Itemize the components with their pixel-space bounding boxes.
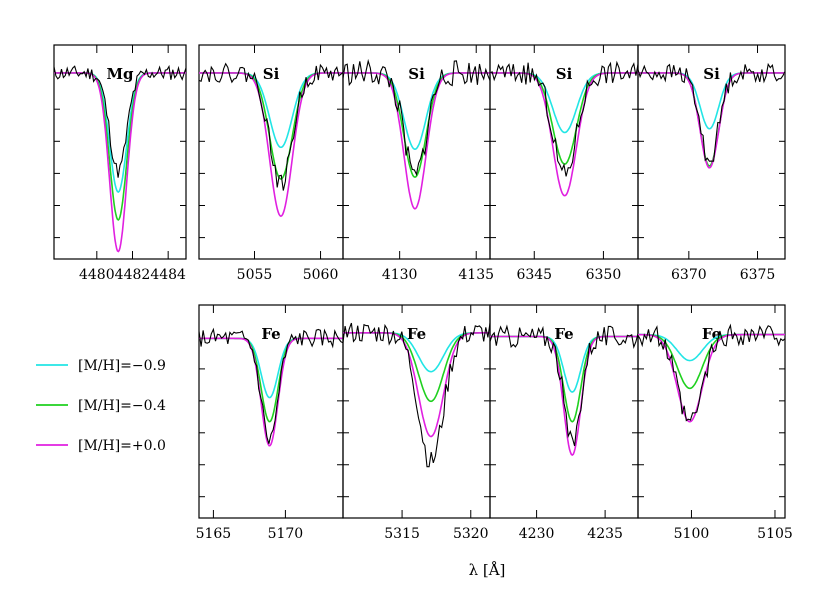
- panel-2: 5055 5060 Si: [198, 44, 344, 283]
- model-curve-3: [490, 335, 638, 456]
- panel-7: 5315 5320 Fe: [342, 304, 491, 542]
- element-label: Fe: [702, 325, 721, 343]
- model-curve-1: [199, 72, 343, 149]
- model-curve-1: [54, 72, 186, 193]
- element-label: Fe: [407, 325, 426, 343]
- x-tick-label: 4130: [382, 267, 418, 283]
- element-label: Mg: [106, 65, 134, 83]
- legend-label: [M/H]=+0.0: [78, 438, 166, 454]
- model-curve-2: [490, 72, 638, 165]
- x-tick-label: 4230: [519, 526, 555, 542]
- x-tick-label: 5165: [196, 526, 232, 542]
- observed-spectrum: [342, 58, 491, 177]
- model-curve-3: [343, 332, 490, 438]
- x-tick-label: 6375: [740, 267, 776, 283]
- observed-spectrum: [342, 322, 491, 468]
- element-label: Fe: [554, 325, 573, 343]
- observed-spectrum: [53, 64, 187, 178]
- x-tick-label: 4484: [150, 267, 186, 283]
- model-curve-1: [199, 337, 343, 399]
- model-curve-3: [54, 72, 186, 253]
- panel-5: 6370 6375 Si: [637, 44, 786, 283]
- element-label: Si: [408, 65, 425, 83]
- model-curve-3: [638, 72, 785, 169]
- model-curve-1: [343, 72, 490, 151]
- x-tick-label: 4480: [79, 267, 115, 283]
- x-tick-label: 5170: [268, 526, 304, 542]
- panel-8: 4230 4235 Fe: [489, 304, 639, 542]
- model-curve-2: [199, 337, 343, 423]
- panel-frame: [53, 44, 187, 260]
- model-curve-2: [638, 72, 785, 167]
- x-tick-label: 4482: [115, 267, 151, 283]
- panel-1: 4480 4482 4484 Mg: [53, 44, 187, 283]
- legend-label: [M/H]=−0.4: [78, 398, 166, 414]
- model-curve-2: [343, 72, 490, 178]
- x-tick-label: 5105: [757, 526, 793, 542]
- x-tick-label: 6370: [671, 267, 707, 283]
- observed-spectrum: [489, 60, 639, 177]
- x-tick-label: 6350: [586, 267, 622, 283]
- observed-spectrum: [198, 62, 344, 191]
- model-curve-3: [638, 333, 785, 423]
- element-label: Si: [703, 65, 720, 83]
- model-curve-2: [54, 72, 186, 221]
- model-curve-3: [343, 72, 490, 210]
- observed-spectrum: [489, 324, 639, 447]
- panel-6: 5165 5170 Fe: [196, 304, 344, 542]
- x-tick-label: 6345: [516, 267, 552, 283]
- element-label: Si: [263, 65, 280, 83]
- legend-label: [M/H]=−0.9: [78, 358, 166, 374]
- x-tick-label: 5055: [237, 267, 273, 283]
- panel-3: 4130 4135 Si: [342, 44, 494, 283]
- observed-spectrum: [637, 323, 786, 422]
- x-tick-label: 4235: [587, 526, 623, 542]
- observed-spectrum: [198, 327, 344, 444]
- model-curve-2: [343, 332, 490, 403]
- x-tick-label: 5315: [384, 526, 420, 542]
- x-tick-label: 5100: [674, 526, 710, 542]
- element-label: Fe: [261, 325, 280, 343]
- x-axis-label: λ [Å]: [469, 561, 506, 579]
- element-label: Si: [556, 65, 573, 83]
- observed-spectrum: [637, 62, 786, 162]
- legend: [M/H]=−0.9 [M/H]=−0.4 [M/H]=+0.0: [36, 358, 166, 454]
- panel-frame: [637, 304, 786, 519]
- model-curve-3: [199, 337, 343, 447]
- model-curve-3: [490, 72, 638, 197]
- x-tick-label: 4135: [458, 267, 494, 283]
- x-tick-label: 5320: [453, 526, 489, 542]
- panel-4: 6345 6350 Si: [489, 44, 639, 283]
- panel-frame: [637, 44, 786, 260]
- x-tick-label: 5060: [303, 267, 339, 283]
- panel-9: 5100 5105 Fe: [637, 304, 793, 542]
- model-curve-1: [490, 335, 638, 393]
